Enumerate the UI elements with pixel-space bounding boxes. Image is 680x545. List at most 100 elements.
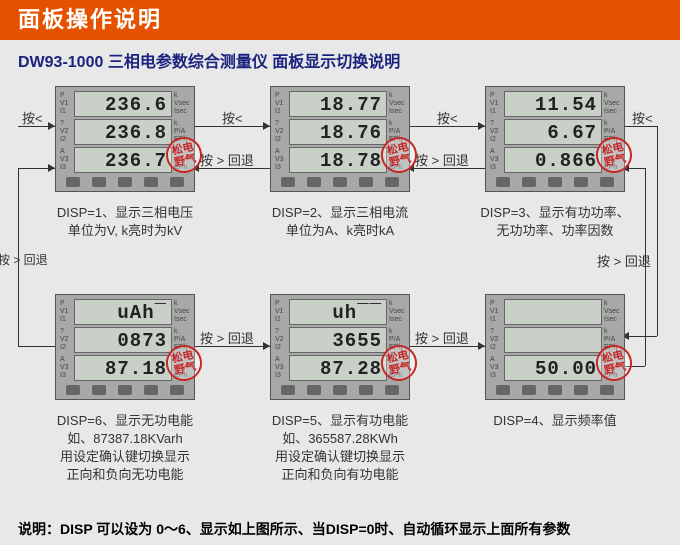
lcd-left-labels: ?V2I2 bbox=[490, 120, 504, 144]
label-press-gt-1: 按 > 回退 bbox=[200, 150, 254, 169]
panel-description-5: DISP=5、显示有功电能如、365587.28KWh用设定确认键切换显示正向和… bbox=[250, 412, 430, 484]
lcd-display: uAh¯ bbox=[74, 299, 172, 325]
meter-button bbox=[144, 177, 158, 187]
meter-button bbox=[307, 177, 321, 187]
meter-button bbox=[281, 177, 295, 187]
meter-button bbox=[170, 177, 184, 187]
panel-buttons bbox=[60, 177, 190, 187]
meter-button bbox=[548, 177, 562, 187]
meter-button bbox=[333, 385, 347, 395]
lcd-left-labels: AV3I3 bbox=[60, 148, 74, 172]
label-press-gt-l: 按 > 回退 bbox=[0, 251, 48, 268]
lcd-left-labels: PV1I1 bbox=[60, 300, 74, 324]
lcd-display: 236.8 bbox=[74, 119, 172, 145]
lcd-right-labels: kVsecIsec bbox=[387, 92, 405, 116]
lcd-left-labels: AV3I3 bbox=[490, 148, 504, 172]
lcd-display: 236.7 bbox=[74, 147, 172, 173]
label-press-gt-b1: 按 > 回退 bbox=[200, 328, 254, 347]
label-press-lt-3: 按< bbox=[437, 108, 458, 127]
lcd-left-labels: ?V2I2 bbox=[275, 120, 289, 144]
meter-button bbox=[359, 177, 373, 187]
label-press-gt-b2: 按 > 回退 bbox=[415, 328, 469, 347]
lcd-left-labels: AV3I3 bbox=[490, 356, 504, 380]
panel-buttons bbox=[490, 177, 620, 187]
flow-line bbox=[645, 168, 646, 366]
lcd-right-labels: kVsecIsec bbox=[172, 92, 190, 116]
flow-line bbox=[410, 168, 485, 169]
meter-button bbox=[496, 385, 510, 395]
lcd-display: 87.28 bbox=[289, 355, 387, 381]
lcd-left-labels: PV1I1 bbox=[490, 92, 504, 116]
meter-button bbox=[92, 177, 106, 187]
flow-line bbox=[18, 168, 19, 346]
lcd-display: uh¯¯ bbox=[289, 299, 387, 325]
label-press-gt-2: 按 > 回退 bbox=[415, 150, 469, 169]
lcd-left-labels: AV3I3 bbox=[275, 148, 289, 172]
meter-button bbox=[522, 385, 536, 395]
page-subtitle: DW93-1000 三相电参数综合测量仪 面板显示切换说明 bbox=[0, 40, 680, 76]
lcd-left-labels: PV1I1 bbox=[275, 92, 289, 116]
label-press-lt-4: 按< bbox=[632, 108, 653, 127]
meter-panel-6: PV1I1 uAh¯kVsecIsec?V2I2 0873kP/AEPhAV3I… bbox=[55, 294, 195, 400]
arrow-icon bbox=[478, 122, 485, 130]
lcd-display: 11.54 bbox=[504, 91, 602, 117]
lcd-display: 18.78 bbox=[289, 147, 387, 173]
meter-button bbox=[522, 177, 536, 187]
meter-button bbox=[281, 385, 295, 395]
lcd-display: 87.18 bbox=[74, 355, 172, 381]
lcd-left-labels: ?V2I2 bbox=[60, 328, 74, 352]
meter-panel-3: PV1I1 11.54kVsecIsec?V2I2 6.67kP/AEPhAV3… bbox=[485, 86, 625, 192]
panel-buttons bbox=[60, 385, 190, 395]
arrow-icon bbox=[48, 122, 55, 130]
meter-button bbox=[600, 385, 614, 395]
lcd-right-labels: kVsecIsec bbox=[602, 300, 620, 324]
footer-note: 说明：DISP 可以设为 0～6、显示如上图所示、当DISP=0时、自动循环显示… bbox=[18, 519, 570, 539]
meter-button bbox=[359, 385, 373, 395]
lcd-left-labels: ?V2I2 bbox=[275, 328, 289, 352]
meter-button bbox=[600, 177, 614, 187]
lcd-left-labels: AV3I3 bbox=[60, 356, 74, 380]
flow-line bbox=[625, 126, 657, 127]
lcd-right-labels: kVsecIsec bbox=[602, 92, 620, 116]
panel-buttons bbox=[275, 177, 405, 187]
arrow-icon bbox=[263, 122, 270, 130]
lcd-display: 236.6 bbox=[74, 91, 172, 117]
flow-line bbox=[657, 126, 658, 336]
meter-button bbox=[385, 177, 399, 187]
label-press-gt-r: 按 > 回退 bbox=[597, 251, 651, 270]
lcd-display: 18.77 bbox=[289, 91, 387, 117]
meter-button bbox=[66, 177, 80, 187]
lcd-left-labels: PV1I1 bbox=[60, 92, 74, 116]
lcd-display: 50.00 bbox=[504, 355, 602, 381]
label-press-lt-2: 按< bbox=[222, 108, 243, 127]
panel-description-3: DISP=3、显示有功功率、无功功率、功率因数 bbox=[465, 204, 645, 240]
panel-buttons bbox=[275, 385, 405, 395]
lcd-left-labels: ?V2I2 bbox=[490, 328, 504, 352]
flow-line bbox=[410, 346, 485, 347]
meter-button bbox=[496, 177, 510, 187]
meter-button bbox=[548, 385, 562, 395]
label-press-lt-1: 按< bbox=[22, 108, 43, 127]
meter-panel-1: PV1I1236.6kVsecIsec?V2I2236.8kP/AEPhAV3I… bbox=[55, 86, 195, 192]
lcd-left-labels: PV1I1 bbox=[275, 300, 289, 324]
lcd-left-labels: AV3I3 bbox=[275, 356, 289, 380]
meter-panel-4: PV1I1kVsecIsec?V2I2kP/AEPhAV3I350.00kEPh… bbox=[485, 294, 625, 400]
lcd-right-labels: kVsecIsec bbox=[172, 300, 190, 324]
panel-description-2: DISP=2、显示三相电流单位为A、k亮时kA bbox=[250, 204, 430, 240]
flow-line bbox=[195, 346, 270, 347]
meter-button bbox=[118, 177, 132, 187]
meter-button bbox=[144, 385, 158, 395]
lcd-right-labels: kVsecIsec bbox=[387, 300, 405, 324]
meter-button bbox=[385, 385, 399, 395]
lcd-display bbox=[504, 299, 602, 325]
panel-description-6: DISP=6、显示无功电能如、87387.18KVarh用设定确认键切换显示正向… bbox=[35, 412, 215, 484]
flow-line bbox=[195, 126, 270, 127]
meter-button bbox=[66, 385, 80, 395]
flow-line bbox=[625, 336, 657, 337]
meter-button bbox=[170, 385, 184, 395]
arrow-icon bbox=[48, 164, 55, 172]
flow-line bbox=[18, 346, 55, 347]
meter-panel-5: PV1I1 uh¯¯kVsecIsec?V2I2 3655kP/AEPhAV3I… bbox=[270, 294, 410, 400]
panel-buttons bbox=[490, 385, 620, 395]
lcd-left-labels: PV1I1 bbox=[490, 300, 504, 324]
